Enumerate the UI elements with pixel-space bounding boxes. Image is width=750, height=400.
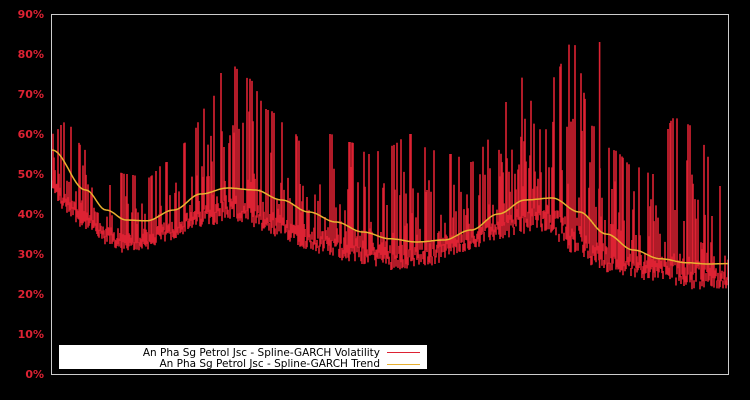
legend: An Pha Sg Petrol Jsc - Spline-GARCH Vola…: [59, 345, 427, 370]
legend-label-volatility: An Pha Sg Petrol Jsc - Spline-GARCH Vola…: [143, 347, 380, 359]
y-tick-label: 10%: [18, 328, 44, 341]
legend-label-trend: An Pha Sg Petrol Jsc - Spline-GARCH Tren…: [159, 358, 380, 370]
y-tick-label: 20%: [18, 288, 44, 301]
y-tick-label: 70%: [18, 88, 44, 101]
legend-box: [59, 345, 427, 369]
plot-frame: [51, 14, 729, 375]
y-tick-label: 80%: [18, 48, 44, 61]
trend-line: [51, 149, 728, 265]
y-tick-label: 60%: [18, 128, 44, 141]
y-tick-label: 0%: [25, 368, 44, 381]
y-tick-label: 40%: [18, 208, 44, 221]
y-tick-label: 90%: [18, 8, 44, 21]
y-axis-ticks: 0% 10% 20% 30% 40% 50% 60% 70% 80% 90%: [18, 8, 44, 381]
y-tick-label: 30%: [18, 248, 44, 261]
y-tick-label: 50%: [18, 168, 44, 181]
